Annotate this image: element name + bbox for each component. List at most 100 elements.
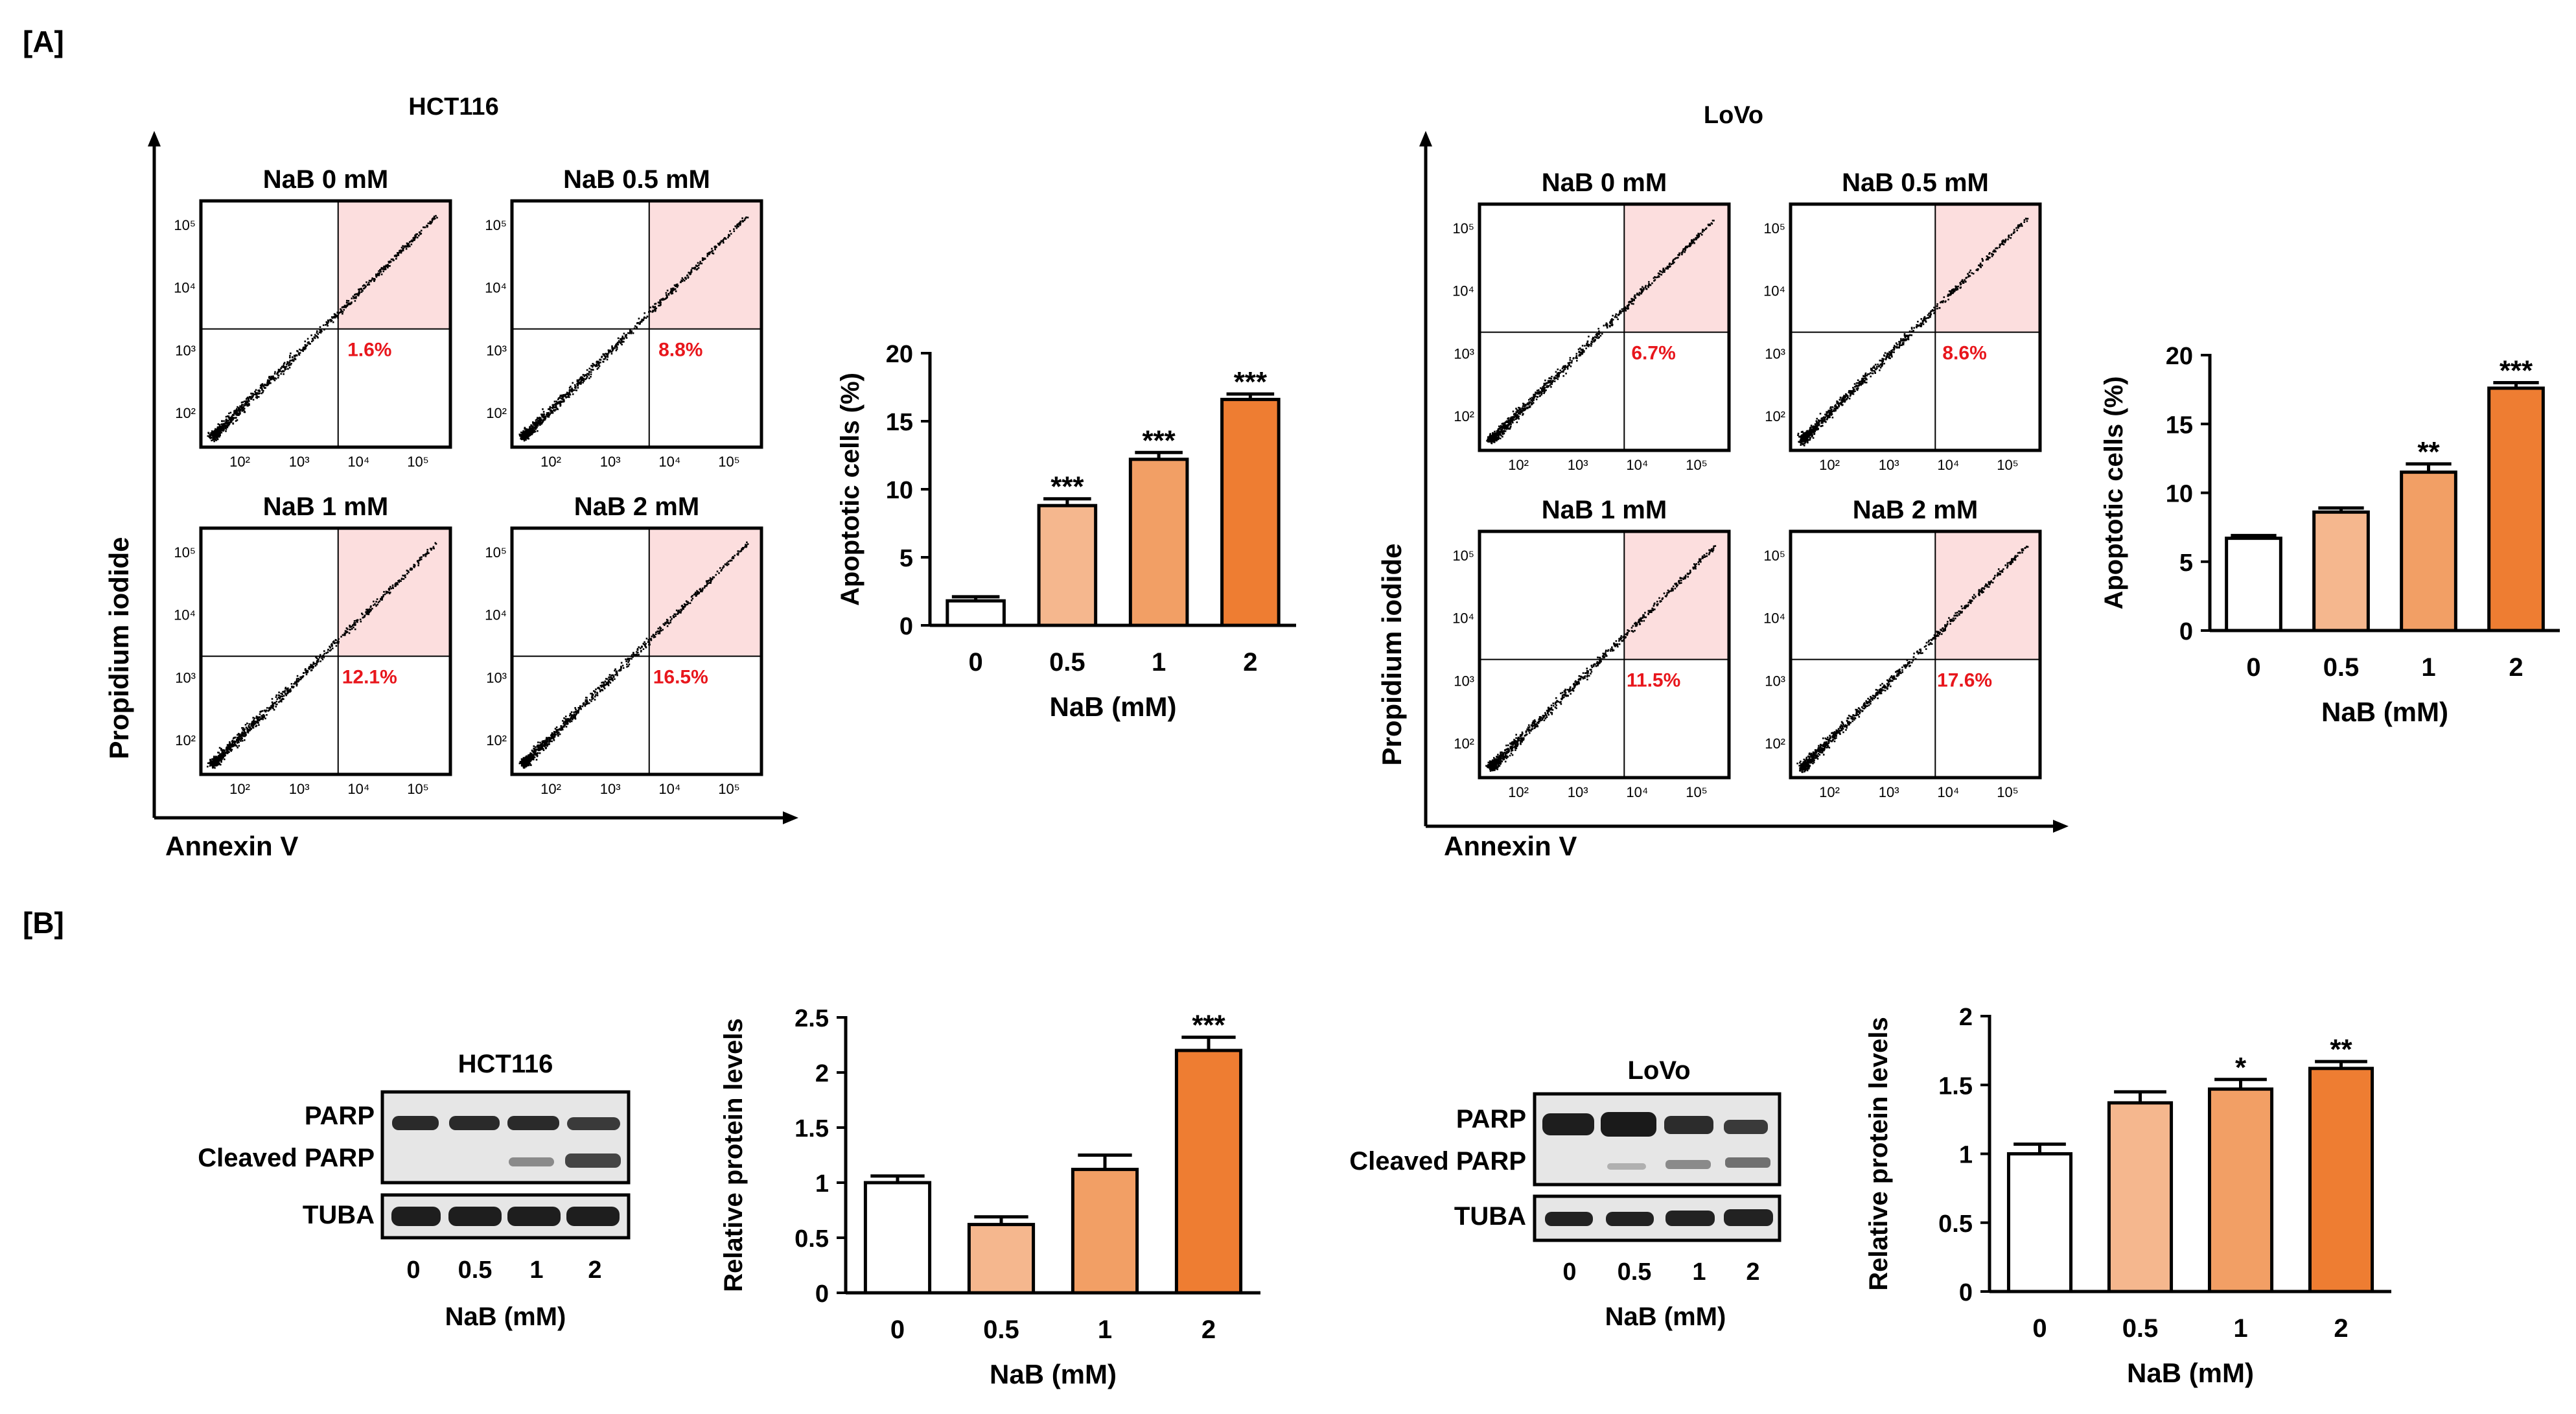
significance-marker: ***: [1142, 424, 1176, 456]
flow-ytick-label: 10⁵: [1452, 548, 1474, 564]
blot-lane-label: 1: [1692, 1258, 1706, 1286]
blot-label-tuba: TUBA: [303, 1201, 375, 1229]
y-axis-label: Relative protein levels: [1864, 1017, 1893, 1290]
band-tuba: [566, 1207, 620, 1226]
blot-parp-membrane: [380, 1090, 631, 1185]
flow-ytick-label: 10⁴: [1452, 610, 1474, 627]
apoptosis-gate: [1935, 531, 2040, 660]
scatter-points: [518, 541, 749, 769]
apoptosis-percent: 8.6%: [1942, 343, 1986, 364]
flow-plot: NaB 1 mM 11.5% 10⁵ 10⁴ 10³ 10² 10² 10³ 10⁴ 10⁵: [1452, 496, 1731, 800]
flow-xtick-label: 10⁴: [1937, 457, 1959, 473]
blot-label-tuba: TUBA: [1454, 1202, 1526, 1231]
y-tick-label: 1.5: [795, 1115, 829, 1142]
y-tick-label: 0.5: [1938, 1211, 1973, 1238]
apoptosis-percent: 6.7%: [1631, 343, 1675, 364]
y-tick-label: 15: [2166, 411, 2193, 439]
flow-ytick-label: 10⁴: [485, 607, 507, 623]
scatter-points: [1796, 546, 2029, 773]
y-tick-label: 15: [886, 409, 913, 436]
band-tuba: [1606, 1212, 1654, 1226]
flow-xlabel-hct116: Annexin V: [165, 831, 298, 861]
blot-label-parp: PARP: [1456, 1105, 1526, 1133]
flow-xtick-label: 10⁵: [407, 454, 429, 470]
band-parp: [1542, 1113, 1594, 1135]
flow-xtick-label: 10³: [600, 454, 621, 470]
flow-xtick-label: 10²: [229, 454, 250, 470]
flow-xtick-label: 10²: [1819, 784, 1840, 800]
flow-plot: NaB 2 mM 17.6% 10⁵ 10⁴ 10³ 10² 10² 10³ 10⁴ 10⁵: [1763, 496, 2042, 800]
blot-xlabel: NaB (mM): [445, 1303, 566, 1331]
flow-plot: NaB 1 mM 12.1% 10⁵ 10⁴ 10³ 10² 10² 10³ 10⁴ 10⁵: [174, 493, 452, 797]
bar: [2308, 1067, 2374, 1293]
flow-xtick-label: 10⁴: [658, 454, 680, 470]
bar: [946, 599, 1006, 627]
bar: [2487, 386, 2545, 632]
apoptosis-gate: [1624, 204, 1729, 332]
x-tick-label: 2: [1201, 1315, 1216, 1344]
scatter-points: [207, 542, 437, 769]
bar: [2312, 510, 2370, 632]
bar: [2107, 1101, 2174, 1293]
flow-plots: NaB 0 mM 1.6% 10⁵ 10⁴ 10³ 10² 10² 10³ 10⁴ 10⁵ NaB …: [174, 165, 2042, 800]
scatter-points: [518, 216, 749, 442]
flow-xtick-label: 10³: [600, 781, 621, 797]
blot-lane-label: 2: [1746, 1258, 1759, 1286]
y-tick-label: 0.5: [795, 1225, 829, 1253]
apoptosis-gate: [1624, 531, 1729, 660]
flow-ytick-label: 10⁴: [1763, 283, 1785, 299]
band-cleaved-parp: [1665, 1160, 1711, 1169]
band-cleaved-parp: [509, 1157, 554, 1166]
flow-ytick-label: 10⁴: [1763, 610, 1785, 627]
flow-ytick-label: 10²: [486, 732, 507, 748]
flow-xtick-label: 10³: [1879, 784, 1899, 800]
flow-title-lovo: LoVo: [1704, 102, 1763, 129]
bar-chart: 0 0.5 1 1.5 2 2.5 0 0.5 1 *** 2 NaB (mM) Relative pr…: [719, 1005, 1260, 1389]
flow-xtick-label: 10²: [540, 781, 561, 797]
flow-xtick-label: 10³: [1568, 784, 1588, 800]
x-axis-label: NaB (mM): [2321, 697, 2448, 727]
band-parp: [449, 1116, 500, 1130]
blot-lane-label: 0: [1562, 1258, 1576, 1286]
y-tick-label: 2.5: [795, 1005, 829, 1032]
y-tick-label: 1.5: [1938, 1072, 1973, 1100]
band-parp: [567, 1117, 620, 1130]
flow-ytick-label: 10⁵: [1452, 220, 1474, 237]
apoptosis-gate: [338, 201, 450, 329]
bar: [967, 1223, 1036, 1295]
x-tick-label: 0: [890, 1315, 905, 1344]
x-tick-label: 1: [2421, 653, 2435, 682]
y-tick-label: 20: [2166, 343, 2193, 370]
flow-plot-title: NaB 0.5 mM: [563, 165, 710, 194]
apoptosis-percent: 11.5%: [1627, 670, 1680, 691]
flow-xtick-label: 10⁴: [1626, 457, 1648, 473]
flow-ytick-label: 10⁵: [174, 217, 196, 233]
y-axis-label: Apoptotic cells (%): [2100, 376, 2128, 609]
flow-xtick-label: 10⁵: [1686, 457, 1708, 473]
bar: [1037, 504, 1098, 627]
y-tick-label: 20: [886, 341, 913, 368]
blot-title-hct116: HCT116: [458, 1050, 553, 1078]
flow-ytick-label: 10²: [175, 732, 196, 748]
flow-xtick-label: 10²: [1508, 457, 1529, 473]
flow-plot-frame: [1789, 529, 2042, 780]
flow-ytick-label: 10⁴: [485, 280, 507, 296]
bar: [2207, 1087, 2274, 1293]
flow-ytick-label: 10³: [486, 669, 507, 686]
panel-label-a: [A]: [23, 25, 64, 58]
significance-marker: ***: [1192, 1010, 1225, 1041]
flow-xtick-label: 10⁵: [407, 781, 429, 797]
x-axis-label: NaB (mM): [990, 1359, 1117, 1389]
significance-marker: ***: [1234, 366, 1268, 398]
y-tick-label: 5: [2179, 550, 2193, 577]
bar: [2225, 537, 2282, 632]
apoptosis-percent: 1.6%: [347, 340, 391, 361]
flow-xtick-label: 10⁴: [347, 781, 369, 797]
scatter-points: [207, 214, 438, 443]
flow-plot-title: NaB 0 mM: [1542, 168, 1667, 197]
band-tuba: [448, 1207, 502, 1226]
flow-axes-hct116: [148, 131, 798, 824]
apoptosis-percent: 8.8%: [658, 340, 702, 361]
flow-plot-frame: [510, 199, 763, 449]
